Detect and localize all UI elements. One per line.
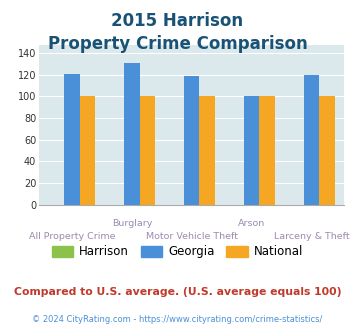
Bar: [304, 75, 319, 205]
Bar: [200, 96, 215, 205]
Bar: [140, 96, 155, 205]
Text: Property Crime Comparison: Property Crime Comparison: [48, 35, 307, 53]
Bar: [184, 76, 200, 205]
Text: © 2024 CityRating.com - https://www.cityrating.com/crime-statistics/: © 2024 CityRating.com - https://www.city…: [32, 315, 323, 324]
Text: Arson: Arson: [238, 219, 265, 228]
Text: Burglary: Burglary: [112, 219, 152, 228]
Bar: [244, 96, 260, 205]
Bar: [124, 63, 140, 205]
Bar: [260, 96, 275, 205]
Bar: [64, 74, 80, 205]
Bar: [319, 96, 335, 205]
Text: All Property Crime: All Property Crime: [29, 232, 115, 241]
Legend: Harrison, Georgia, National: Harrison, Georgia, National: [48, 241, 307, 263]
Text: Motor Vehicle Theft: Motor Vehicle Theft: [146, 232, 238, 241]
Text: Larceny & Theft: Larceny & Theft: [274, 232, 349, 241]
Text: 2015 Harrison: 2015 Harrison: [111, 12, 244, 30]
Text: Compared to U.S. average. (U.S. average equals 100): Compared to U.S. average. (U.S. average …: [14, 287, 341, 297]
Bar: [80, 96, 95, 205]
